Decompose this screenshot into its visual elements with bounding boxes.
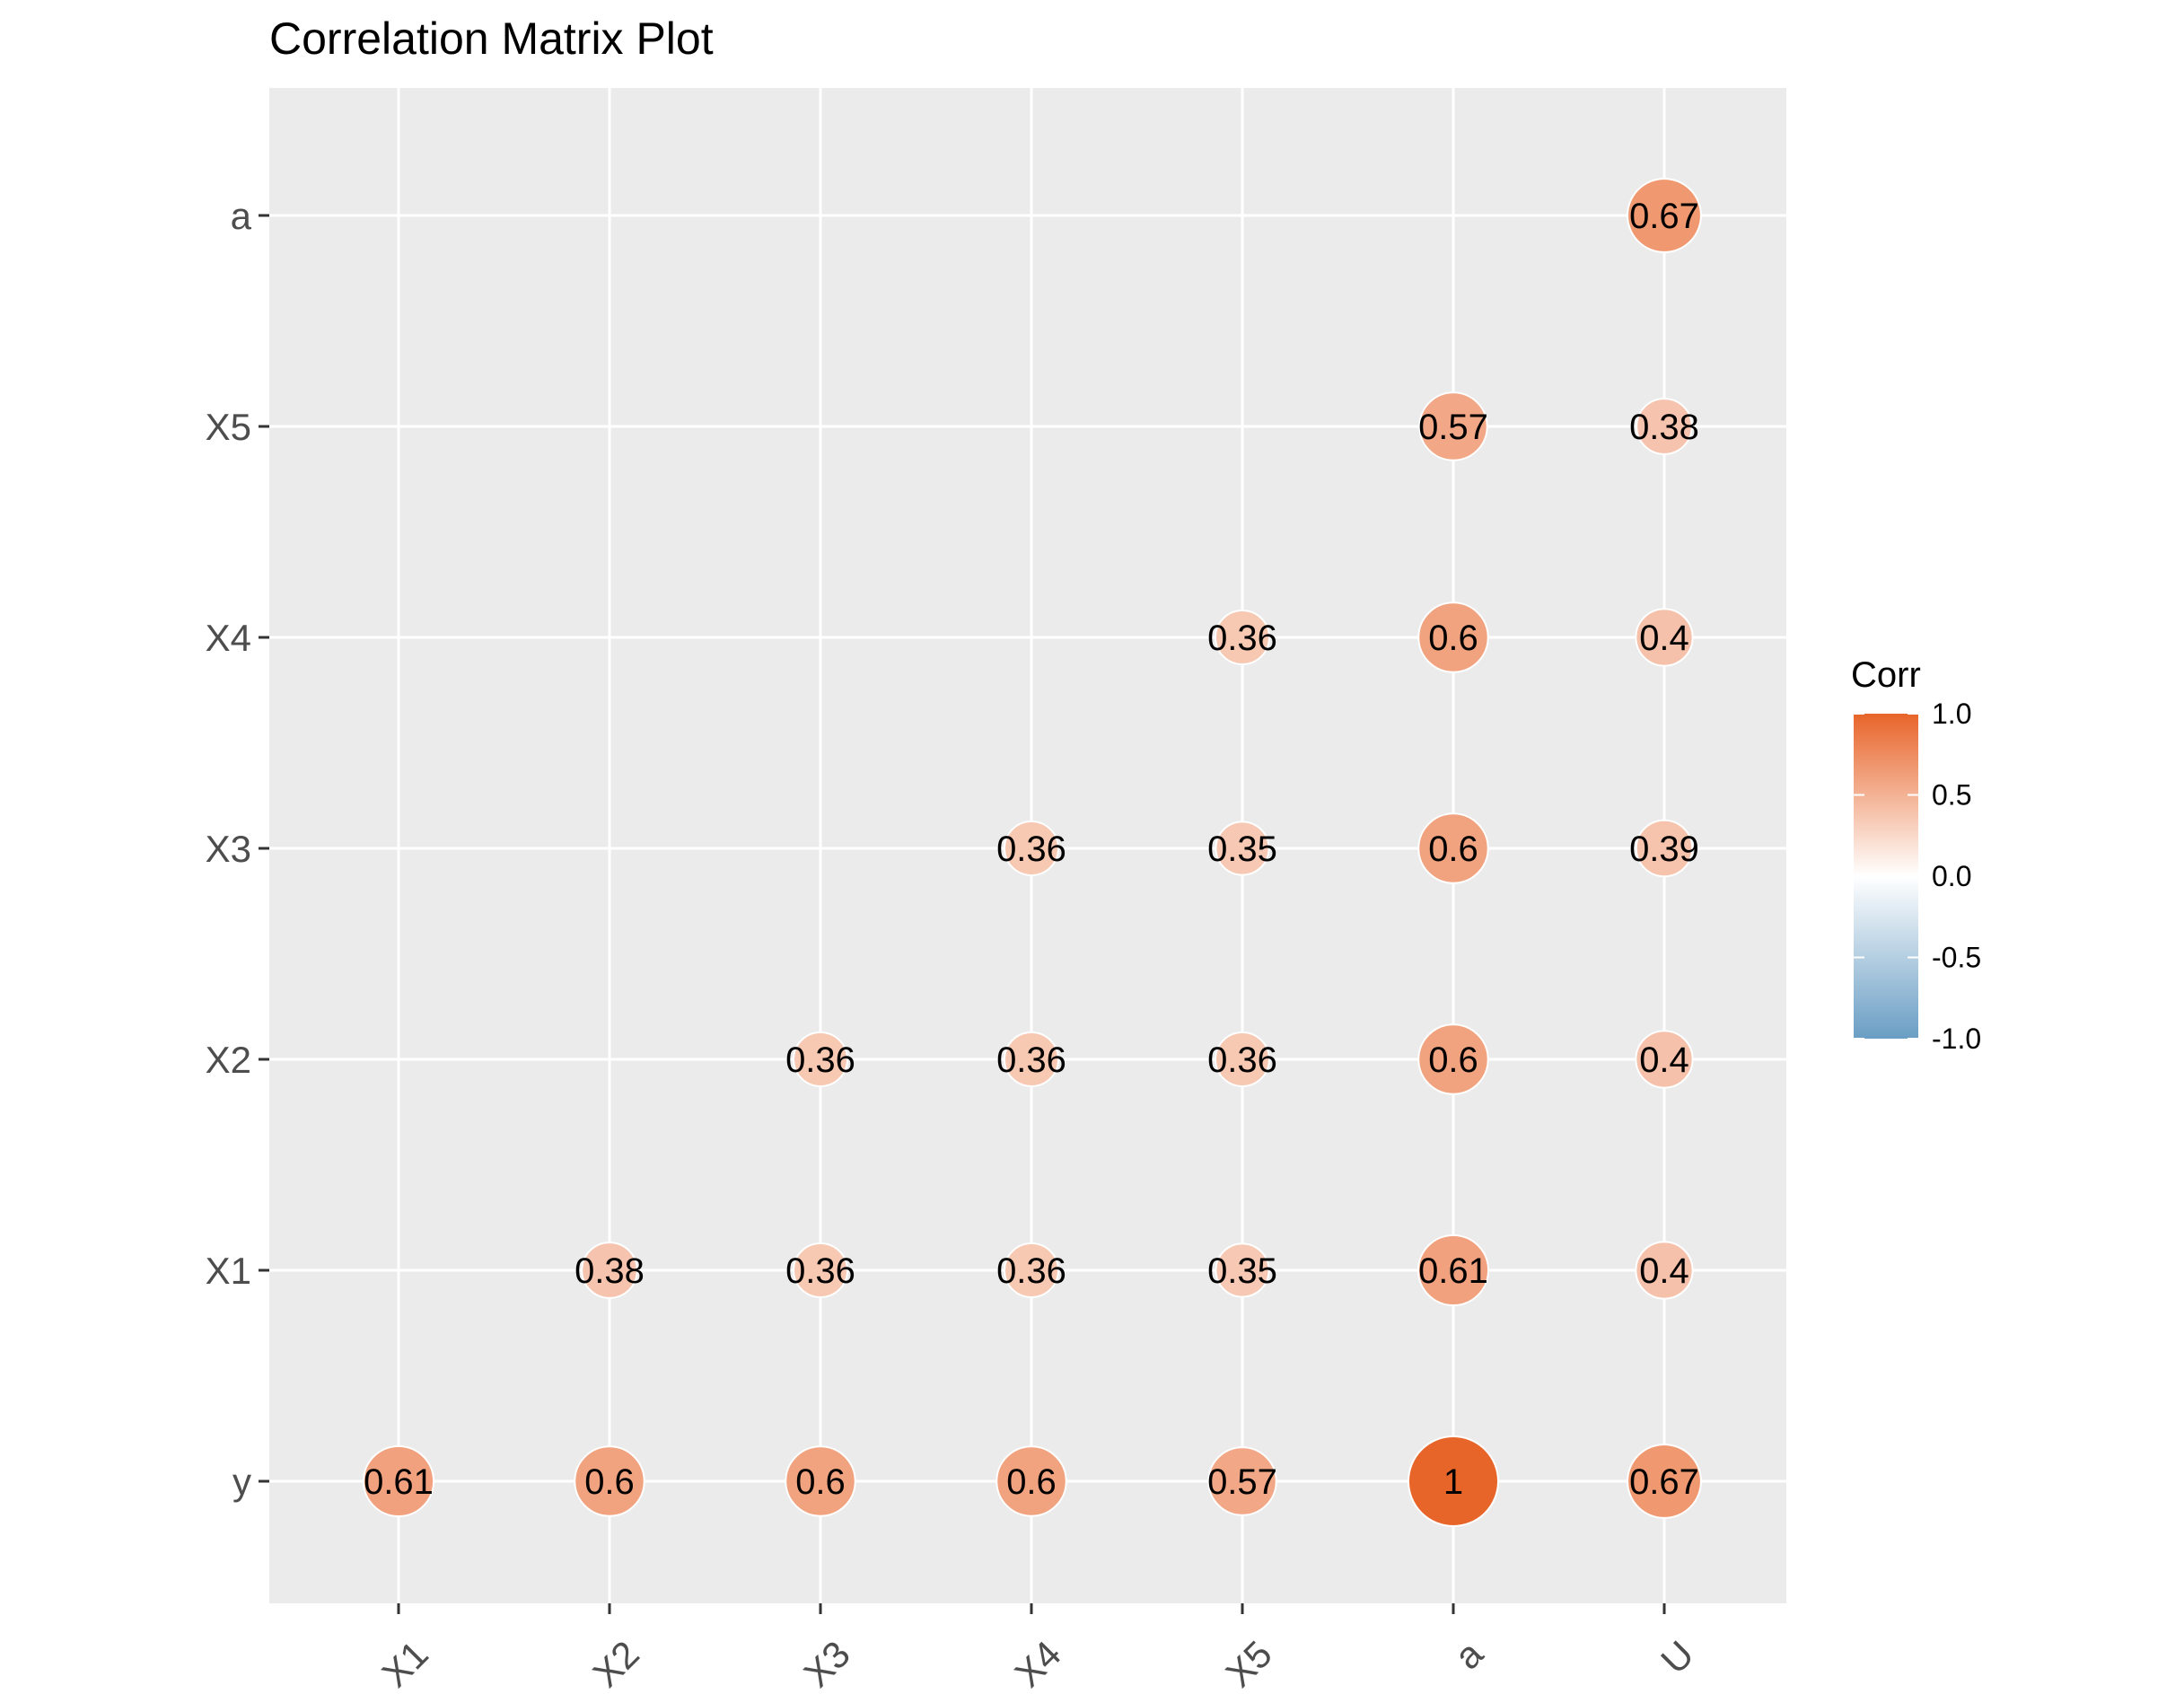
x-tick-label-3: X4 xyxy=(1006,1633,1069,1694)
corr-label-y-X1: 0.61 xyxy=(364,1462,434,1502)
corr-point-X4-a xyxy=(1417,601,1489,673)
corr-label-X3-U: 0.39 xyxy=(1629,829,1699,869)
corr-point-y-a xyxy=(1408,1435,1499,1527)
correlation-markers xyxy=(362,178,1702,1527)
corr-label-X4-X5: 0.36 xyxy=(1207,619,1277,658)
y-tick-label-3: X3 xyxy=(206,828,251,870)
x-tick-label-2: X3 xyxy=(795,1633,858,1694)
corr-label-X4-a: 0.6 xyxy=(1428,619,1478,658)
corr-label-X2-a: 0.6 xyxy=(1428,1040,1478,1080)
corr-point-X2-X3 xyxy=(793,1031,848,1087)
legend-tick-label-4: -1.0 xyxy=(1932,1023,1981,1055)
y-tick-label-5: X5 xyxy=(206,406,251,448)
corr-label-y-U: 0.67 xyxy=(1629,1462,1699,1502)
corr-label-X3-a: 0.6 xyxy=(1428,829,1478,869)
corr-point-X4-X5 xyxy=(1215,610,1270,665)
legend-tick-label-2: 0.0 xyxy=(1932,860,1971,892)
legend-title: Corr xyxy=(1851,655,1921,695)
corr-point-X1-X4 xyxy=(1004,1242,1059,1298)
corr-point-y-X1 xyxy=(362,1444,435,1518)
corr-label-y-X4: 0.6 xyxy=(1006,1462,1057,1502)
y-tick-label-0: y xyxy=(232,1461,251,1503)
corr-point-X1-X5 xyxy=(1215,1242,1270,1298)
corr-label-X1-X2: 0.38 xyxy=(575,1251,645,1291)
corr-point-y-U xyxy=(1627,1444,1702,1519)
x-tick-label-1: X2 xyxy=(584,1633,647,1694)
corr-point-X3-X4 xyxy=(1004,821,1059,876)
corr-point-X2-U xyxy=(1635,1030,1694,1089)
legend-tick-label-3: -0.5 xyxy=(1932,942,1981,974)
corr-label-X2-X3: 0.36 xyxy=(785,1040,855,1080)
corr-label-X5-U: 0.38 xyxy=(1629,408,1699,447)
corr-point-y-X4 xyxy=(996,1445,1067,1517)
x-tick-label-4: X5 xyxy=(1217,1633,1280,1694)
corr-label-a-U: 0.67 xyxy=(1629,197,1699,236)
corr-label-y-X2: 0.6 xyxy=(584,1462,635,1502)
corr-point-X2-a xyxy=(1417,1023,1489,1095)
corr-point-X5-U xyxy=(1636,398,1693,455)
x-tick-label-0: X1 xyxy=(373,1633,436,1694)
legend-ticks: 1.0 0.5 0.0 -0.5 -1.0 xyxy=(1854,698,1981,1055)
corr-label-X3-X4: 0.36 xyxy=(996,829,1066,869)
y-tick-label-2: X2 xyxy=(206,1039,251,1081)
legend: Corr 1.0 0.5 0.0 -0.5 -1.0 xyxy=(1851,655,1981,1055)
corr-label-X1-X3: 0.36 xyxy=(785,1251,855,1291)
corr-label-X5-a: 0.57 xyxy=(1418,408,1488,447)
y-tick-label-1: X1 xyxy=(206,1250,251,1292)
legend-tick-label-0: 1.0 xyxy=(1932,698,1971,730)
corr-point-X1-U xyxy=(1635,1241,1694,1300)
corr-point-X5-a xyxy=(1418,391,1488,461)
corr-point-y-X3 xyxy=(785,1445,856,1517)
corr-point-X2-X4 xyxy=(1004,1031,1059,1087)
corr-point-a-U xyxy=(1627,178,1702,253)
corr-label-y-X3: 0.6 xyxy=(795,1462,846,1502)
corr-point-X3-a xyxy=(1417,812,1489,884)
corr-label-X1-X5: 0.35 xyxy=(1207,1251,1277,1291)
x-tick-label-6: U xyxy=(1653,1633,1702,1682)
corr-label-X1-a: 0.61 xyxy=(1418,1251,1488,1291)
corr-label-X2-X5: 0.36 xyxy=(1207,1040,1277,1080)
corr-label-X4-U: 0.4 xyxy=(1639,619,1689,658)
corr-label-X1-U: 0.4 xyxy=(1639,1251,1689,1291)
legend-tick-label-1: 0.5 xyxy=(1932,779,1971,812)
chart-title: Correlation Matrix Plot xyxy=(269,13,714,64)
x-axis: X1 X2 X3 X4 X5 a U xyxy=(373,1603,1702,1694)
correlation-labels: 0.61 0.6 0.6 0.6 0.57 1 0.67 0.38 0.36 0.36 0.35 0.… xyxy=(364,197,1699,1502)
corr-label-X1-X4: 0.36 xyxy=(996,1251,1066,1291)
y-tick-label-4: X4 xyxy=(206,617,251,659)
y-tick-label-6: a xyxy=(231,195,252,237)
corr-point-y-X2 xyxy=(574,1445,645,1517)
corr-point-X4-U xyxy=(1635,608,1694,667)
corr-point-X3-U xyxy=(1635,819,1694,878)
corr-label-X2-U: 0.4 xyxy=(1639,1040,1689,1080)
x-tick-label-5: a xyxy=(1446,1632,1491,1677)
corr-point-y-X5 xyxy=(1207,1446,1277,1516)
corr-point-X1-X2 xyxy=(581,1242,638,1299)
corr-point-X1-a xyxy=(1417,1233,1490,1307)
corr-point-X3-X5 xyxy=(1215,821,1270,876)
corr-label-X2-X4: 0.36 xyxy=(996,1040,1066,1080)
corr-point-X1-X3 xyxy=(793,1242,848,1298)
corr-label-X3-X5: 0.35 xyxy=(1207,829,1277,869)
y-axis: y X1 X2 X3 X4 X5 a xyxy=(206,195,269,1503)
corr-label-y-X5: 0.57 xyxy=(1207,1462,1277,1502)
corr-label-y-a: 1 xyxy=(1443,1462,1463,1502)
corr-point-X2-X5 xyxy=(1215,1031,1270,1087)
